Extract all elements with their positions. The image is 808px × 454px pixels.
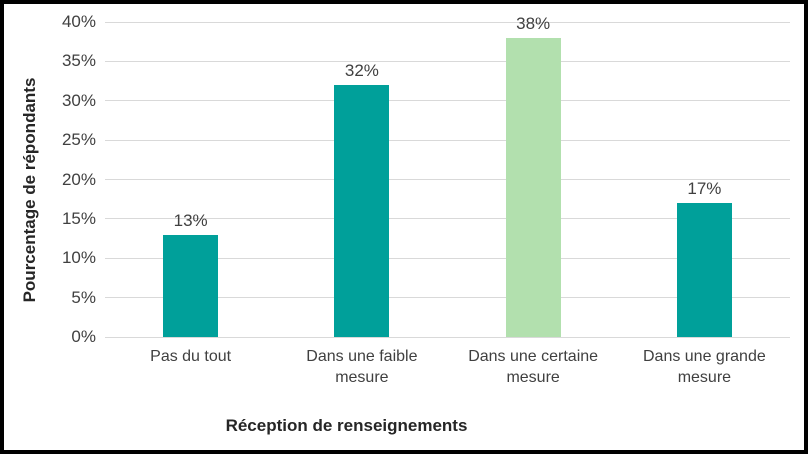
gridline xyxy=(105,179,790,180)
x-category-label: Dans une certaine mesure xyxy=(468,348,599,386)
bar-pas-du-tout xyxy=(163,234,219,337)
bar-data-label: 17% xyxy=(687,179,722,199)
gridline xyxy=(105,100,790,102)
bar-dans-une-grande-mesure xyxy=(676,203,732,337)
bar-dans-une-faible-mesure xyxy=(334,85,390,337)
y-axis-title: Pourcentage de répondants xyxy=(20,77,39,303)
x-axis-title: Réception de renseignements xyxy=(225,416,468,435)
gridline xyxy=(105,21,790,23)
y-tick-label: 20% xyxy=(61,169,96,189)
bar-dans-une-certaine-mesure xyxy=(505,37,561,337)
gridline xyxy=(105,257,790,259)
gridline xyxy=(105,139,790,141)
y-tick-label: 35% xyxy=(61,51,96,71)
gridline xyxy=(105,218,790,220)
gridline xyxy=(105,336,790,338)
x-category-label: Dans une grande mesure xyxy=(642,348,766,386)
y-tick-label: 30% xyxy=(61,90,96,110)
y-tick-label: 40% xyxy=(61,12,96,31)
y-tick-label: 0% xyxy=(71,327,96,346)
gridline xyxy=(105,297,790,299)
gridline xyxy=(105,60,790,62)
y-tick-label: 10% xyxy=(61,248,96,268)
bar-data-label: 38% xyxy=(516,13,551,33)
y-tick-label: 15% xyxy=(61,208,96,228)
y-tick-label: 5% xyxy=(71,287,96,307)
y-tick-label: 25% xyxy=(61,130,96,150)
x-category-label: Pas du tout xyxy=(150,348,232,365)
bar-data-label: 32% xyxy=(344,61,379,80)
bar-data-label: 13% xyxy=(173,210,208,230)
x-category-label: Dans une faible mesure xyxy=(306,348,418,386)
